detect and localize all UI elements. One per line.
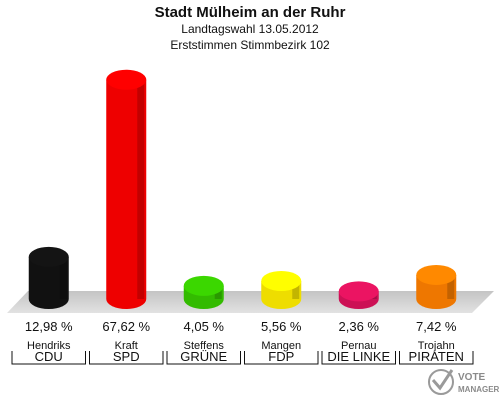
category-bracket (11, 351, 86, 365)
party-label: GRÜNE (180, 349, 227, 364)
candidate-label: Hendriks (27, 340, 71, 352)
bar-grüne (183, 275, 224, 309)
party-label: DIE LINKE (327, 349, 390, 364)
vote-manager-logo: VOTE MANAGER (428, 369, 500, 395)
logo-line-2: MANAGER (458, 385, 500, 394)
chart-title: Stadt Mülheim an der Ruhr (155, 4, 346, 21)
party-label: CDU (35, 349, 63, 364)
bar-fdp (261, 270, 302, 309)
category-bracket (89, 351, 164, 365)
bar-cdu (28, 246, 69, 309)
value-label: 4,05 % (184, 319, 225, 334)
party-label: SPD (113, 349, 140, 364)
value-label: 5,56 % (261, 319, 302, 334)
party-label: PIRATEN (409, 349, 464, 364)
candidate-label: Steffens (184, 340, 225, 352)
category-bracket (244, 351, 319, 365)
bar-spd (106, 69, 147, 309)
checkmark-icon (428, 369, 454, 395)
value-label: 12,98 % (25, 319, 73, 334)
candidate-label: Mangen (261, 340, 301, 352)
party-label: FDP (268, 349, 294, 364)
bar-piraten (416, 264, 457, 309)
bars-layer (28, 69, 457, 309)
logo-line-1: VOTE (458, 372, 486, 383)
candidate-label: Kraft (115, 340, 138, 352)
category-bracket (321, 351, 396, 365)
chart-subtitle-2: Erststimmen Stimmbezirk 102 (170, 38, 330, 52)
candidate-label: Trojahn (418, 340, 455, 352)
candidate-label: Pernau (341, 340, 376, 352)
value-label: 7,42 % (416, 319, 457, 334)
chart-subtitle-1: Landtagswahl 13.05.2012 (181, 22, 319, 36)
value-label: 2,36 % (339, 319, 380, 334)
category-bracket (399, 351, 474, 365)
category-bracket (166, 351, 241, 365)
bar-die-linke (338, 281, 379, 309)
value-label: 67,62 % (102, 319, 150, 334)
